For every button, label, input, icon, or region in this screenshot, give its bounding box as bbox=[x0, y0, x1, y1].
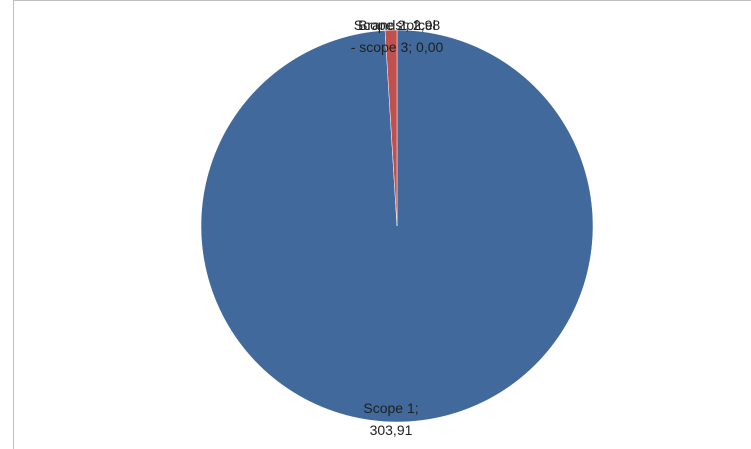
data-label-scope-2: Scope 2; 2,98 bbox=[354, 17, 441, 33]
data-label-line: Scope 1; bbox=[363, 400, 418, 416]
pie-slice-scope-2 bbox=[384, 29, 398, 227]
data-label-line: 303,91 bbox=[370, 422, 413, 438]
data-label-scope-1: Scope 1; 303,91 bbox=[363, 400, 418, 438]
data-label-line: - scope 3; 0,00 bbox=[351, 39, 444, 55]
data-label-brandstofcel-scope-3: Brandstofcel - scope 3; 0,00 bbox=[351, 17, 444, 55]
data-label-line: Scope 2; 2,98 bbox=[354, 17, 441, 33]
data-label-line: Brandstofcel bbox=[358, 17, 436, 33]
